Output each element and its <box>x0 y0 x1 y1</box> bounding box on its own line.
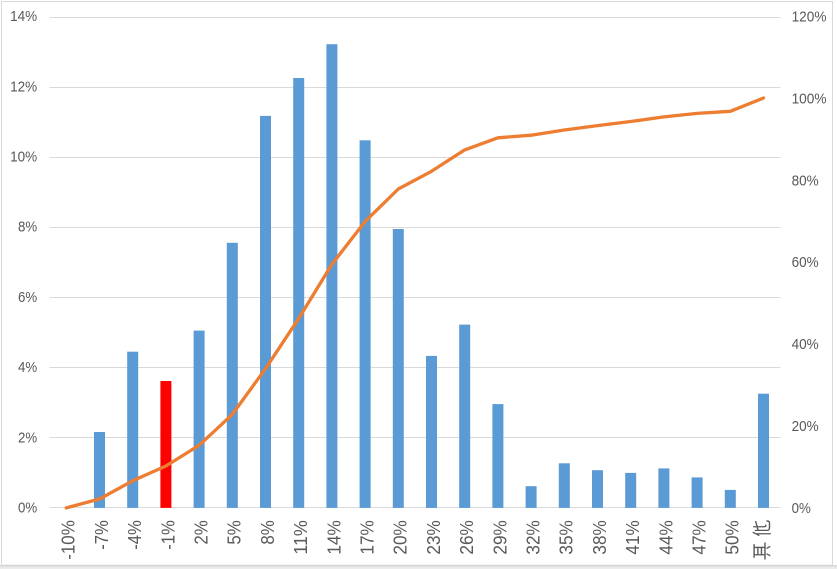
svg-text:-7%: -7% <box>91 520 112 550</box>
svg-text:26%: 26% <box>456 520 477 554</box>
svg-text:40%: 40% <box>792 336 819 353</box>
svg-text:-1%: -1% <box>157 520 178 550</box>
svg-text:5%: 5% <box>224 520 245 544</box>
svg-text:60%: 60% <box>792 254 819 271</box>
svg-text:10%: 10% <box>10 149 37 166</box>
svg-text:100%: 100% <box>792 90 827 107</box>
svg-text:32%: 32% <box>523 520 544 554</box>
svg-text:80%: 80% <box>792 172 819 189</box>
svg-text:38%: 38% <box>589 520 610 554</box>
svg-text:-10%: -10% <box>58 520 79 560</box>
svg-text:12%: 12% <box>10 78 37 95</box>
svg-text:50%: 50% <box>722 520 743 554</box>
svg-text:35%: 35% <box>556 520 577 554</box>
svg-text:120%: 120% <box>792 9 827 26</box>
svg-text:14%: 14% <box>323 520 344 554</box>
svg-text:44%: 44% <box>655 520 676 554</box>
svg-text:0%: 0% <box>792 500 811 517</box>
svg-text:2%: 2% <box>18 429 37 446</box>
svg-text:14%: 14% <box>10 8 37 25</box>
svg-text:-4%: -4% <box>124 520 145 550</box>
svg-text:41%: 41% <box>622 520 643 554</box>
svg-text:2%: 2% <box>191 520 212 544</box>
svg-text:0%: 0% <box>18 500 37 517</box>
svg-text:8%: 8% <box>257 520 278 544</box>
svg-text:8%: 8% <box>18 219 37 236</box>
svg-text:29%: 29% <box>489 520 510 554</box>
svg-text:23%: 23% <box>423 520 444 554</box>
svg-text:4%: 4% <box>18 359 37 376</box>
svg-text:6%: 6% <box>18 289 37 306</box>
svg-text:20%: 20% <box>792 418 819 435</box>
svg-text:11%: 11% <box>290 520 311 554</box>
svg-text:47%: 47% <box>689 520 710 554</box>
svg-text:17%: 17% <box>357 520 378 554</box>
svg-text:20%: 20% <box>390 520 411 554</box>
